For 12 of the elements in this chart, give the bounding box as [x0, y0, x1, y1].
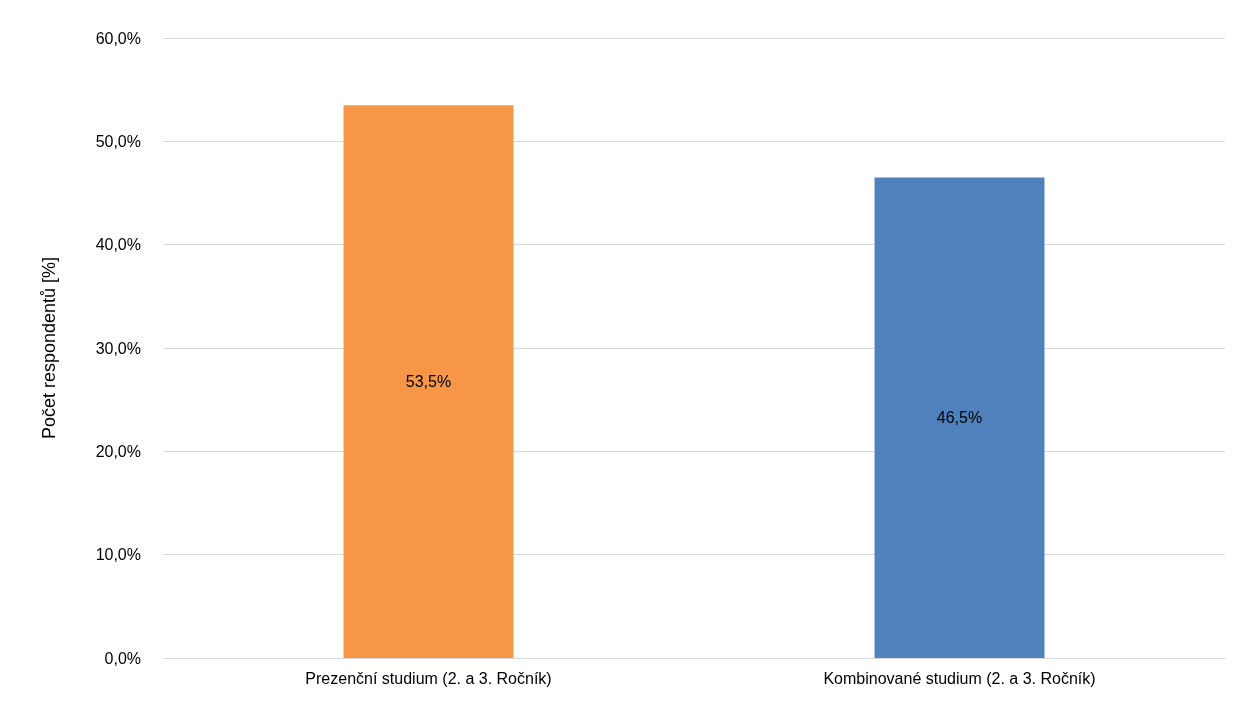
- y-tick-label: 0,0%: [104, 649, 141, 667]
- data-label: 46,5%: [936, 409, 983, 427]
- y-tick-label: 60,0%: [95, 29, 141, 47]
- y-tick-label: 50,0%: [95, 132, 141, 150]
- y-tick-label: 30,0%: [95, 339, 141, 357]
- x-tick-label: Prezenční studium (2. a 3. Ročník): [305, 669, 552, 687]
- y-tick-label: 40,0%: [95, 236, 141, 254]
- y-tick-label: 10,0%: [95, 546, 141, 564]
- y-axis-title: Počet respondentů [%]: [39, 256, 59, 440]
- data-label: 53,5%: [405, 373, 452, 391]
- x-tick-label: Kombinované studium (2. a 3. Ročník): [823, 669, 1096, 687]
- y-tick-label: 20,0%: [95, 442, 141, 460]
